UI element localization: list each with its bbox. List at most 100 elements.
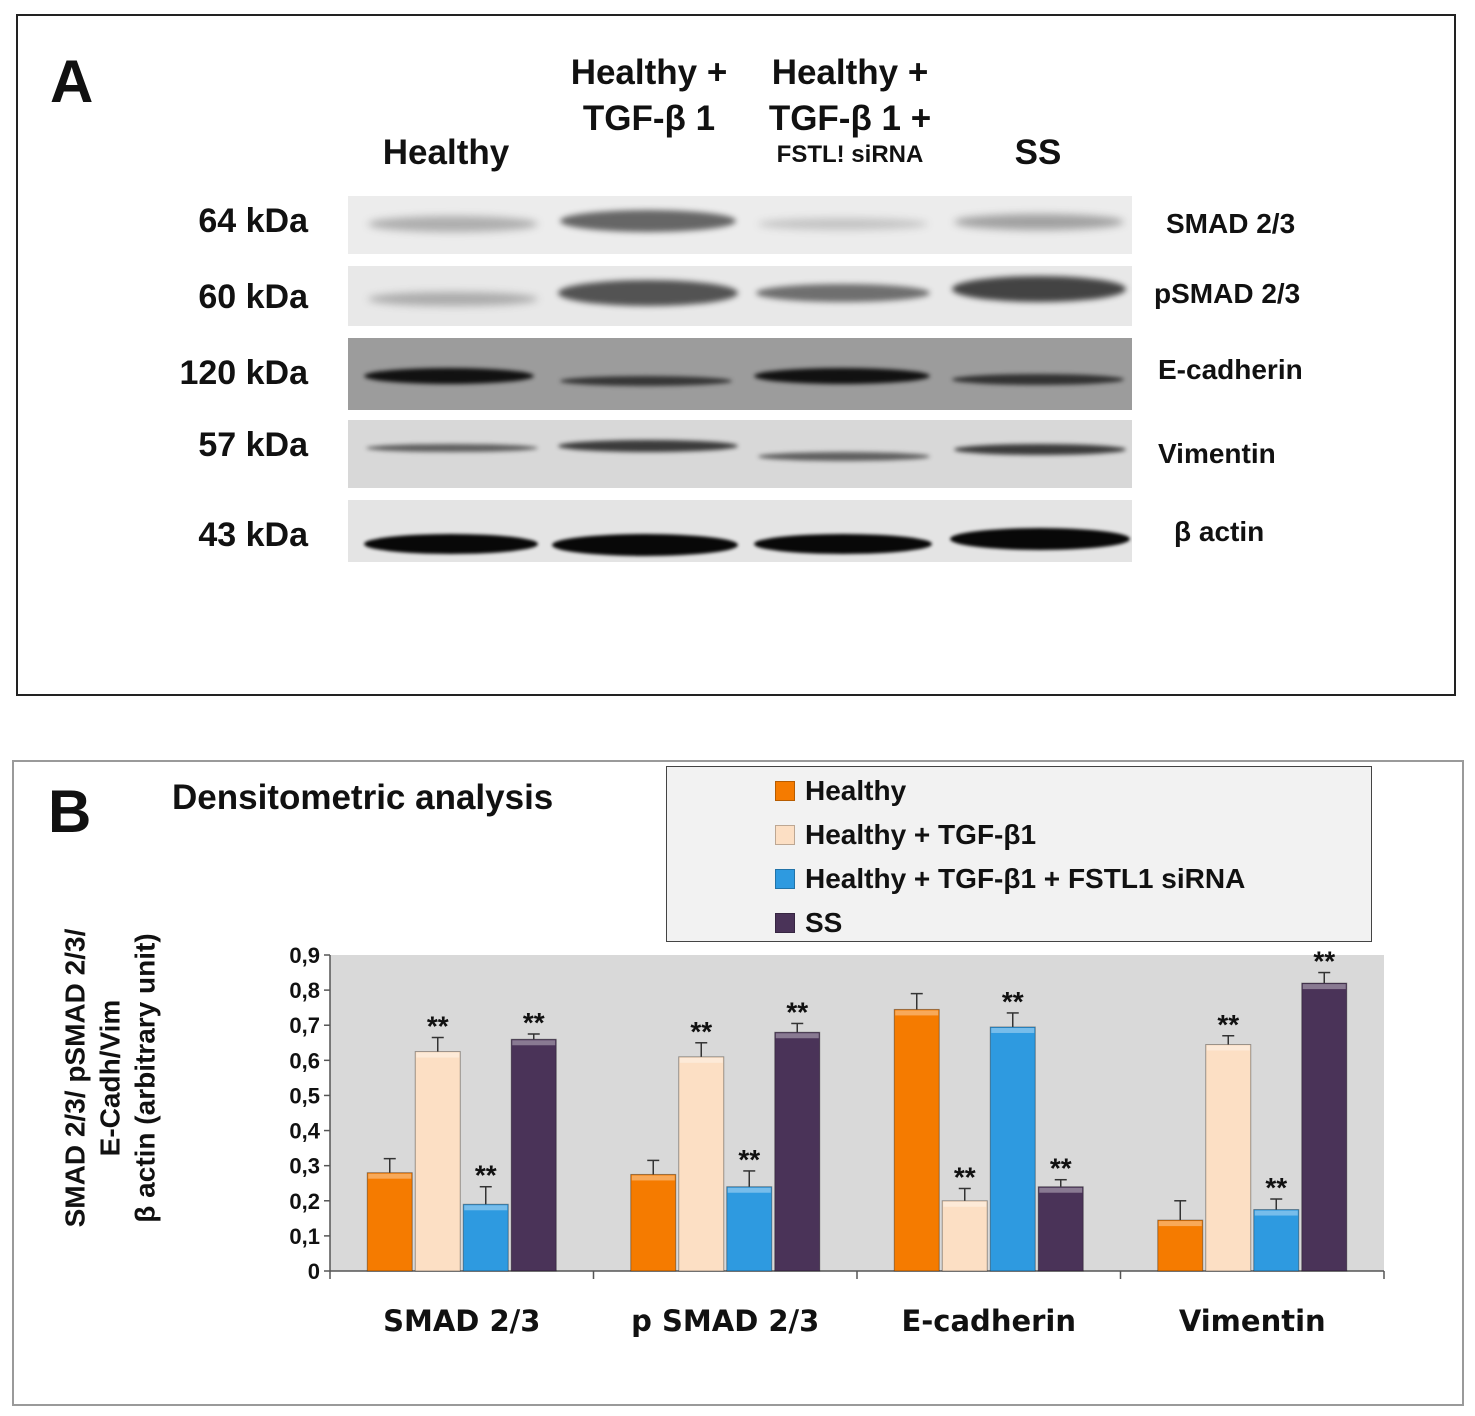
bar-highlight <box>1039 1187 1083 1193</box>
blot-band <box>368 216 538 232</box>
bar-4 <box>510 1038 557 1272</box>
bar-highlight <box>679 1057 723 1063</box>
blot-band <box>366 444 538 452</box>
lane-label-healthy: Healthy <box>348 84 544 175</box>
bar-4 <box>1037 1186 1084 1272</box>
significance-marker: ** <box>427 1011 449 1042</box>
lane-label-ss: SS <box>948 84 1128 175</box>
legend-swatch <box>775 869 795 889</box>
blot-band <box>560 376 732 386</box>
blot-band <box>364 368 534 384</box>
blot-band <box>754 368 930 384</box>
blot-strip-psmad <box>348 266 1132 326</box>
panel-b-letter: B <box>48 778 92 845</box>
legend-label: Healthy <box>805 775 907 806</box>
kda-label-smad: 64 kDa <box>198 202 308 240</box>
kda-label-actin: 43 kDa <box>198 516 308 554</box>
bar-highlight <box>991 1027 1035 1033</box>
legend-item-tgf-sirna: Healthy + TGF-β1 + FSTL1 siRNA <box>775 859 1245 899</box>
blot-band <box>558 440 738 452</box>
y-tick-label: 0,3 <box>289 1154 320 1179</box>
bar-highlight <box>464 1205 508 1211</box>
x-tick-label: p SMAD 2/3 <box>631 1304 819 1338</box>
blot-band <box>952 276 1126 302</box>
legend-label: Healthy + TGF-β1 + FSTL1 siRNA <box>805 863 1246 894</box>
bar-highlight <box>727 1187 771 1193</box>
bar-chart: 0 0,1 0,2 0,3 0,4 0,5 0,6 0,7 0,8 0,9 ** ** ** SMAD 2… <box>289 943 1385 1338</box>
kda-label-vimentin: 57 kDa <box>198 426 308 464</box>
significance-marker: ** <box>1050 1153 1072 1184</box>
densitometry-panel: B Densitometric analysis SMAD 2/3/ pSMAD… <box>12 760 1464 1406</box>
x-tick-label: Vimentin <box>1179 1304 1326 1338</box>
y-tick-label: 0,7 <box>289 1013 320 1038</box>
chart-legend: Healthy Healthy + TGF-β1 Healthy + TGF-β… <box>666 766 1372 942</box>
lane-label-line2: TGF-β 1 + <box>768 98 932 138</box>
bar-1 <box>893 1008 940 1272</box>
bar-highlight <box>1206 1045 1250 1051</box>
bar-highlight <box>943 1201 987 1207</box>
lane-label-line2: Healthy <box>382 132 510 172</box>
bar-3 <box>989 1026 1036 1272</box>
protein-label-psmad: pSMAD 2/3 <box>1154 278 1301 309</box>
lane-label-sub: FSTL! siRNA <box>776 141 924 168</box>
y-tick-label: 0,2 <box>289 1189 320 1214</box>
lane-label-line2: TGF-β 1 <box>582 98 716 138</box>
western-blot-panel: A Healthy Healthy + TGF-β 1 Healthy + TG… <box>16 14 1456 696</box>
bar-highlight <box>416 1052 460 1058</box>
bar-highlight <box>368 1173 412 1179</box>
blot-strip-vimentin <box>348 420 1132 488</box>
bar-2 <box>414 1051 461 1272</box>
panel-a-letter: A <box>50 48 94 115</box>
legend-label: SS <box>805 907 843 938</box>
protein-label-smad: SMAD 2/3 <box>1166 208 1296 239</box>
significance-marker: ** <box>1313 946 1335 977</box>
bar-highlight <box>1302 984 1346 990</box>
significance-marker: ** <box>1265 1172 1287 1203</box>
protein-label-vimentin: Vimentin <box>1158 438 1276 469</box>
significance-marker: ** <box>738 1144 760 1175</box>
legend-item-ss: SS <box>775 903 842 943</box>
blot-band <box>368 292 538 306</box>
bar-highlight <box>1158 1221 1202 1227</box>
blot-band <box>552 534 738 556</box>
blot-band <box>952 374 1124 385</box>
y-tick-label: 0 <box>308 1259 320 1284</box>
blot-strip-ecadherin <box>348 338 1132 410</box>
protein-label-actin: β actin <box>1174 516 1265 547</box>
y-tick-label: 0,6 <box>289 1048 320 1073</box>
legend-item-tgf: Healthy + TGF-β1 <box>775 815 1036 855</box>
bar-highlight <box>1254 1210 1298 1216</box>
y-tick-label: 0,9 <box>289 943 320 968</box>
blot-band <box>756 284 930 302</box>
significance-marker: ** <box>954 1161 976 1192</box>
legend-swatch <box>775 913 795 933</box>
bar-1 <box>1157 1219 1204 1272</box>
bar-1 <box>630 1173 677 1272</box>
blot-band <box>758 218 928 230</box>
bar-4 <box>1301 982 1348 1272</box>
bar-3 <box>1253 1209 1300 1272</box>
blot-band <box>558 280 738 306</box>
bar-3 <box>726 1186 773 1272</box>
y-tick-label: 0,8 <box>289 978 320 1003</box>
bar-2 <box>1205 1044 1252 1272</box>
legend-item-healthy: Healthy <box>775 771 906 811</box>
blot-strip-actin <box>348 500 1132 562</box>
x-tick-label: E-cadherin <box>901 1304 1076 1338</box>
blot-strip-smad <box>348 196 1132 254</box>
significance-marker: ** <box>1002 986 1024 1017</box>
bar-2 <box>678 1056 725 1272</box>
significance-marker: ** <box>786 996 808 1027</box>
blot-band <box>754 534 932 554</box>
blot-band <box>954 444 1126 455</box>
bar-2 <box>941 1200 988 1272</box>
bar-highlight <box>512 1040 556 1046</box>
x-tick-label: SMAD 2/3 <box>383 1304 540 1338</box>
lane-label-line1: Healthy + <box>771 53 929 92</box>
bar-4 <box>774 1031 821 1272</box>
bar-highlight <box>631 1175 675 1181</box>
significance-marker: ** <box>690 1016 712 1047</box>
significance-marker: ** <box>1217 1009 1239 1040</box>
y-tick-label: 0,4 <box>289 1119 320 1144</box>
chart-title: Densitometric analysis <box>172 778 554 817</box>
